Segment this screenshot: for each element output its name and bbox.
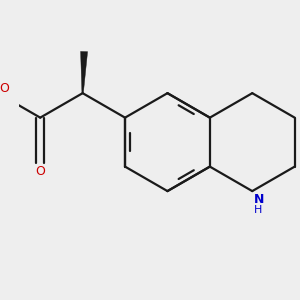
Polygon shape xyxy=(81,51,88,93)
Text: O: O xyxy=(35,165,45,178)
Text: O: O xyxy=(0,82,9,95)
Text: N: N xyxy=(254,193,264,206)
Text: H: H xyxy=(254,206,262,215)
